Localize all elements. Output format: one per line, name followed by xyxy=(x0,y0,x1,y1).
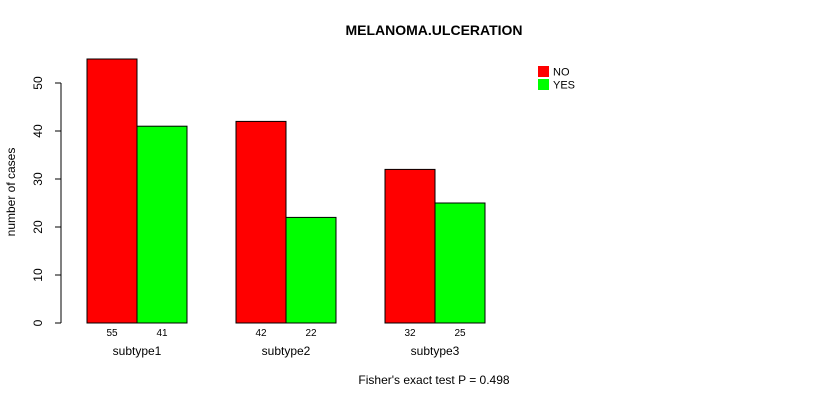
legend-swatch-yes xyxy=(538,79,549,90)
chart-title: MELANOMA.ULCERATION xyxy=(345,22,522,38)
bar-subtype1-no xyxy=(86,58,138,324)
legend-label-yes: YES xyxy=(553,80,575,92)
x-category-label: subtype2 xyxy=(262,344,311,358)
y-tick-label: 40 xyxy=(31,124,45,138)
y-tick-label: 10 xyxy=(31,268,45,282)
bar-value-label: 42 xyxy=(255,328,267,339)
x-category-label: subtype3 xyxy=(411,344,460,358)
bar-value-label: 22 xyxy=(305,328,317,339)
y-tick-label: 0 xyxy=(31,319,45,326)
bar-subtype2-no xyxy=(235,120,287,324)
y-tick-label: 30 xyxy=(31,172,45,186)
bar-value-label: 55 xyxy=(106,328,118,339)
y-axis-label: number of cases xyxy=(4,148,18,237)
bar-subtype1-yes xyxy=(136,125,188,324)
x-category-label: subtype1 xyxy=(113,344,162,358)
bar-value-label: 32 xyxy=(404,328,416,339)
bar-subtype2-yes xyxy=(285,216,337,324)
bar-subtype3-no xyxy=(384,168,436,324)
legend-label-no: NO xyxy=(553,67,570,79)
legend-swatch-no xyxy=(538,66,549,77)
y-axis: 0 10 20 30 40 50 xyxy=(31,76,62,326)
bars xyxy=(86,58,486,324)
bar-value-label: 25 xyxy=(454,328,466,339)
category-labels: subtype1 subtype2 subtype3 xyxy=(113,344,460,358)
y-tick-label: 20 xyxy=(31,220,45,234)
value-labels: 55 41 42 22 32 25 xyxy=(106,328,466,339)
bar-subtype3-yes xyxy=(434,202,486,324)
y-tick-label: 50 xyxy=(31,76,45,90)
fisher-test-footnote: Fisher's exact test P = 0.498 xyxy=(358,373,509,387)
bar-value-label: 41 xyxy=(156,328,168,339)
